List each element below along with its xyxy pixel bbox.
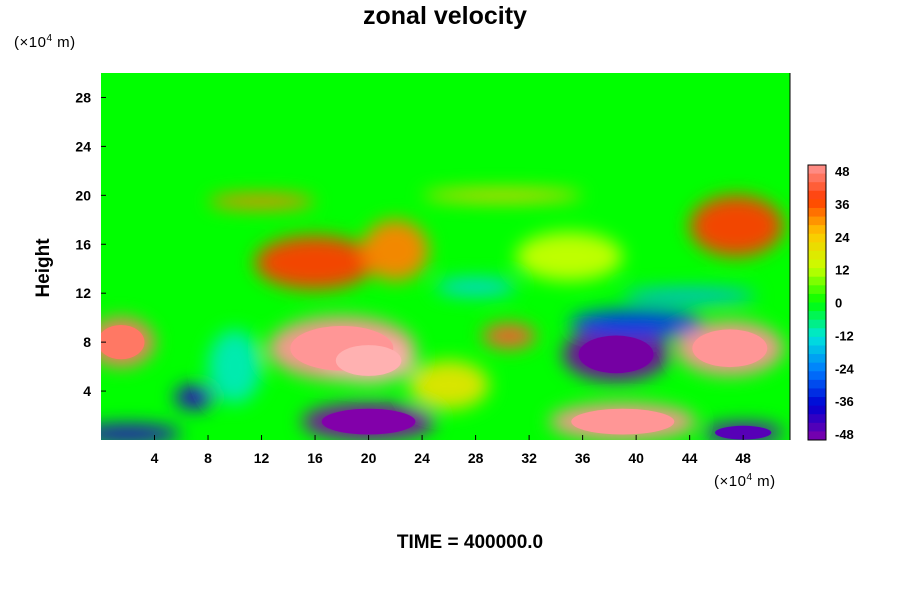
colorbar-segment (808, 285, 826, 295)
velocity-blob (361, 219, 429, 281)
y-tick-label: 12 (75, 285, 91, 301)
x-tick-label: 36 (575, 450, 591, 466)
velocity-blob (208, 194, 316, 209)
velocity-core (571, 408, 675, 435)
colorbar-segment (808, 371, 826, 381)
x-tick-label: 8 (204, 450, 212, 466)
colorbar-segment (808, 405, 826, 415)
colorbar-segment (808, 190, 826, 200)
colorbar-segment (808, 319, 826, 329)
colorbar-segment (808, 336, 826, 346)
y-tick-label: 20 (75, 187, 91, 203)
colorbar-segment (808, 328, 826, 338)
y-unit-suffix: m) (52, 34, 76, 51)
colorbar-segment (808, 354, 826, 364)
y-tick-label: 28 (75, 89, 91, 105)
y-unit-base: (×10 (14, 34, 47, 51)
colorbar-segment (808, 268, 826, 278)
colorbar-segment (808, 397, 826, 407)
x-tick-label: 40 (628, 450, 644, 466)
colorbar-segment (808, 422, 826, 432)
time-label: TIME = 400000.0 (396, 532, 544, 553)
colorbar-segment (808, 242, 826, 252)
colorbar-segment (808, 225, 826, 235)
y-tick-label: 8 (83, 334, 91, 350)
velocity-blob (101, 424, 182, 440)
y-unit-exponent: 4 (46, 33, 53, 44)
x-tick-label: 16 (307, 450, 323, 466)
colorbar-segment (808, 173, 826, 183)
colorbar-tick-label: 48 (835, 164, 849, 179)
velocity-core (321, 408, 416, 435)
x-tick-label: 24 (414, 450, 430, 466)
velocity-blob (254, 235, 376, 290)
x-tick-label: 20 (361, 450, 377, 466)
velocity-core (578, 335, 654, 374)
colorbar-segment (808, 216, 826, 226)
x-unit-suffix: m) (752, 473, 776, 490)
colorbar-segment (808, 345, 826, 355)
velocity-blob (174, 384, 215, 410)
colorbar-segment (808, 182, 826, 192)
colorbar-segment (808, 250, 826, 261)
colorbar-border (807, 164, 827, 441)
colorbar-tick-label: 24 (835, 230, 850, 245)
velocity-blob (689, 195, 784, 257)
colorbar-segment (808, 199, 826, 209)
velocity-core (335, 345, 402, 376)
velocity-blob (622, 288, 757, 303)
colorbar-tick-label: -36 (835, 394, 854, 409)
colorbar-segment (808, 233, 826, 243)
x-tick-label: 48 (735, 450, 751, 466)
colorbar-segment (808, 259, 826, 269)
y-tick-label: 24 (75, 138, 91, 154)
colorbar-segment (808, 431, 826, 441)
x-tick-label: 28 (468, 450, 484, 466)
velocity-blob (422, 189, 583, 202)
velocity-blob (408, 360, 489, 410)
colorbar-segment (808, 388, 826, 398)
chart-title: zonal velocity (363, 2, 527, 30)
colorbar-tick-label: 12 (835, 263, 849, 278)
colorbar: 48 36 24 12 0 -12 -24 -36 -48 (807, 164, 855, 442)
x-axis-unit: (×104 m) (714, 472, 776, 490)
y-axis-unit: (×104 m) (14, 33, 76, 51)
x-tick-label: 12 (254, 450, 270, 466)
colorbar-segment (808, 302, 826, 312)
colorbar-tick-label: 36 (835, 197, 849, 212)
colorbar-tick-label: 0 (835, 296, 842, 311)
velocity-blob (515, 232, 623, 281)
x-tick-label: 32 (521, 450, 537, 466)
colorbar-segment (808, 311, 826, 321)
x-tick-label: 4 (151, 450, 159, 466)
colorbar-segment (808, 379, 826, 389)
velocity-blob (569, 309, 704, 339)
colorbar-tick-label: -24 (835, 361, 855, 376)
velocity-field (101, 189, 784, 440)
x-unit-exponent: 4 (746, 472, 753, 483)
velocity-core (715, 425, 772, 440)
velocity-blob (208, 329, 262, 404)
x-unit-base: (×10 (714, 473, 747, 490)
colorbar-tick-label: -12 (835, 328, 854, 343)
colorbar-segment (808, 276, 826, 286)
x-tick-label: 44 (682, 450, 698, 466)
colorbar-segment (808, 293, 826, 303)
y-tick-label: 4 (83, 383, 91, 399)
velocity-core (101, 325, 145, 360)
colorbar-segment (808, 362, 826, 372)
y-tick-label: 16 (75, 236, 91, 252)
velocity-core (692, 329, 768, 368)
velocity-blob (482, 323, 536, 349)
colorbar-tick-label: -48 (835, 427, 854, 442)
colorbar-segment (808, 165, 826, 175)
colorbar-segment (808, 414, 826, 424)
velocity-blob (435, 278, 516, 296)
colorbar-segment (808, 207, 826, 218)
x-axis-ticks: 4 8 12 16 20 24 28 32 36 40 44 48 (151, 435, 751, 466)
y-axis-ticks: 4 8 12 16 20 24 28 (75, 89, 106, 399)
